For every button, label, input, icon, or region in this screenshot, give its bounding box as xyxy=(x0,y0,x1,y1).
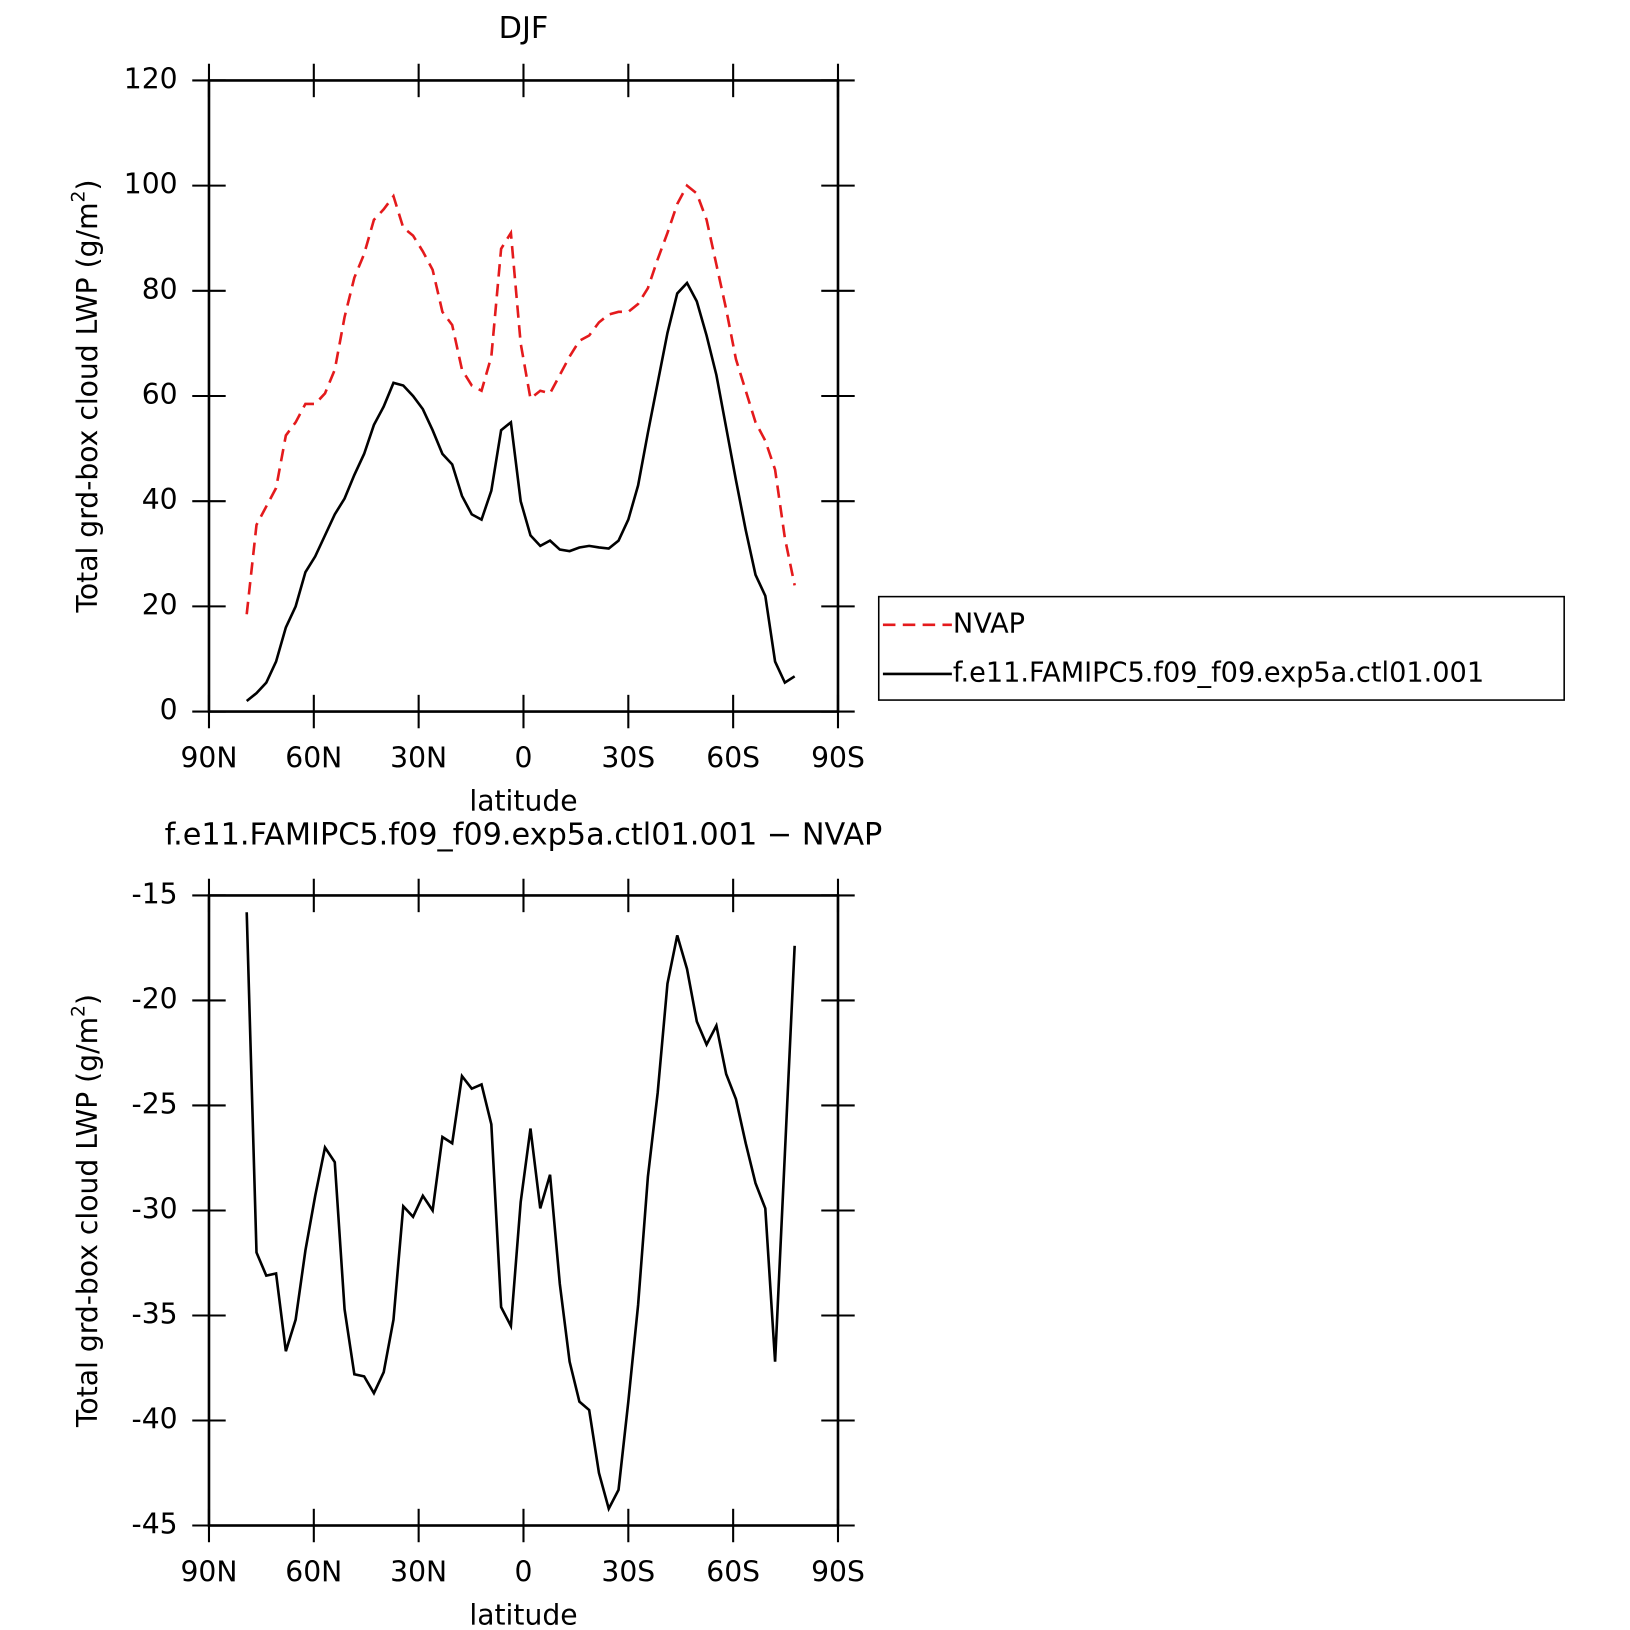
x-tick-label: 60N xyxy=(285,742,342,775)
y-tick-label: -45 xyxy=(132,1508,178,1541)
x-tick-label: 90S xyxy=(811,1556,865,1589)
label-part: Total grd-box cloud LWP (g/m xyxy=(71,1017,104,1428)
x-tick-label: 0 xyxy=(515,742,533,775)
x-tick-label: 90S xyxy=(811,742,865,775)
plot-frame xyxy=(207,894,840,1527)
label-part: ) xyxy=(71,179,104,190)
x-axis-label: latitude xyxy=(469,784,577,817)
x-tick-label: 0 xyxy=(515,1556,533,1589)
y-tick-label: -25 xyxy=(132,1087,178,1120)
label-part: Total grd-box cloud LWP (g/m xyxy=(71,202,104,613)
chart-title: f.e11.FAMIPC5.f09_f09.exp5a.ctl01.001 − … xyxy=(165,817,883,852)
y-tick-label: 60 xyxy=(142,378,178,411)
label-part: ) xyxy=(71,994,104,1005)
legend-label: NVAP xyxy=(953,608,1025,639)
x-tick-label: 90N xyxy=(180,1556,237,1589)
x-axis-label: latitude xyxy=(469,1598,577,1630)
x-tick-label: 60N xyxy=(285,1556,342,1589)
y-tick-label: -40 xyxy=(132,1403,178,1436)
y-tick-label: -35 xyxy=(132,1297,178,1330)
x-tick-label: 30S xyxy=(601,742,655,775)
data-line xyxy=(245,183,796,615)
y-tick-label: 40 xyxy=(142,483,178,516)
x-tick-label: 30N xyxy=(390,1556,447,1589)
data-line xyxy=(245,280,796,703)
superscript: 2 xyxy=(68,190,89,202)
y-tick-label: -20 xyxy=(132,982,178,1015)
legend-box xyxy=(877,595,1565,701)
y-tick-label: 20 xyxy=(142,588,178,621)
y-axis-label: Total grd-box cloud LWP (g/m2) xyxy=(68,994,104,1428)
x-tick-label: 90N xyxy=(180,742,237,775)
y-tick-label: -15 xyxy=(132,877,178,910)
x-tick-label: 30N xyxy=(390,742,447,775)
x-tick-label: 60S xyxy=(706,742,760,775)
y-tick-label: 120 xyxy=(124,62,178,95)
superscript: 2 xyxy=(68,1005,89,1017)
y-tick-label: 0 xyxy=(160,694,178,727)
y-axis-label: Total grd-box cloud LWP (g/m2) xyxy=(68,179,104,613)
chart-title: DJF xyxy=(499,11,549,46)
data-line xyxy=(245,912,796,1513)
x-tick-label: 60S xyxy=(706,1556,760,1589)
x-tick-label: 30S xyxy=(601,1556,655,1589)
legend-label: f.e11.FAMIPC5.f09_f09.exp5a.ctl01.001 xyxy=(953,657,1484,688)
y-tick-label: 100 xyxy=(124,168,178,201)
y-tick-label: 80 xyxy=(142,273,178,306)
y-tick-label: -30 xyxy=(132,1192,178,1225)
plot-frame xyxy=(207,79,840,713)
